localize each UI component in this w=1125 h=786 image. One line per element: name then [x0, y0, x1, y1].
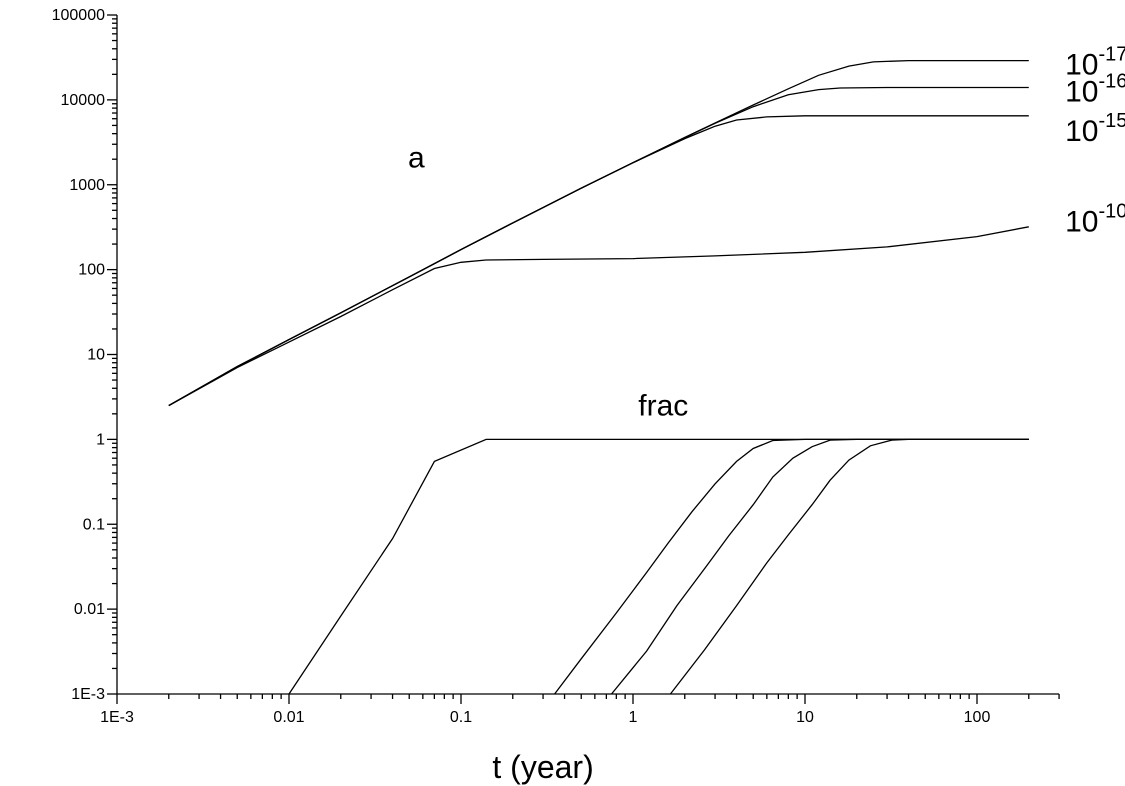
- x-tick-label: 0.1: [450, 709, 472, 726]
- series-label: 10-15: [1065, 110, 1125, 148]
- x-axis-label: t (year): [492, 749, 593, 785]
- y-tick-label: 10000: [61, 92, 106, 109]
- series-label: 10-16: [1065, 71, 1125, 109]
- curves: [168, 59, 1029, 695]
- x-tick-label: 1E-3: [100, 709, 134, 726]
- a-curve-2: [168, 115, 1029, 407]
- a-curve-3: [168, 226, 1029, 407]
- y-tick-label: 10: [87, 347, 105, 364]
- annotation-frac: frac: [638, 390, 688, 423]
- a-curve-0: [168, 59, 1029, 407]
- ticks: 1E-3 0.01 0.1 1 10 100 1E-3 0.01 0.1 1 10 100 1000 10…: [52, 7, 1060, 726]
- x-tick-label: 10: [796, 709, 814, 726]
- y-tick-label: 0.1: [83, 516, 105, 533]
- y-tick-label: 1000: [69, 177, 105, 194]
- y-tick-label: 1: [96, 431, 105, 448]
- frac-curve-6: [610, 438, 1029, 695]
- frac-curve-7: [669, 438, 1029, 695]
- axes: [116, 15, 1060, 695]
- a-curve-1: [168, 86, 1029, 407]
- annotation-a: a: [408, 141, 425, 174]
- frac-curve-4: [288, 438, 1029, 695]
- x-tick-label: 1: [629, 709, 638, 726]
- y-tick-label: 1E-3: [71, 686, 105, 703]
- x-tick-label: 0.01: [273, 709, 304, 726]
- series-label: 10-10: [1065, 200, 1125, 238]
- y-tick-label: 100: [78, 262, 105, 279]
- series-label: 10-17: [1065, 44, 1125, 82]
- y-tick-label: 100000: [52, 7, 105, 24]
- x-tick-label: 100: [964, 709, 991, 726]
- y-tick-label: 0.01: [74, 601, 105, 618]
- frac-curve-5: [554, 438, 1029, 695]
